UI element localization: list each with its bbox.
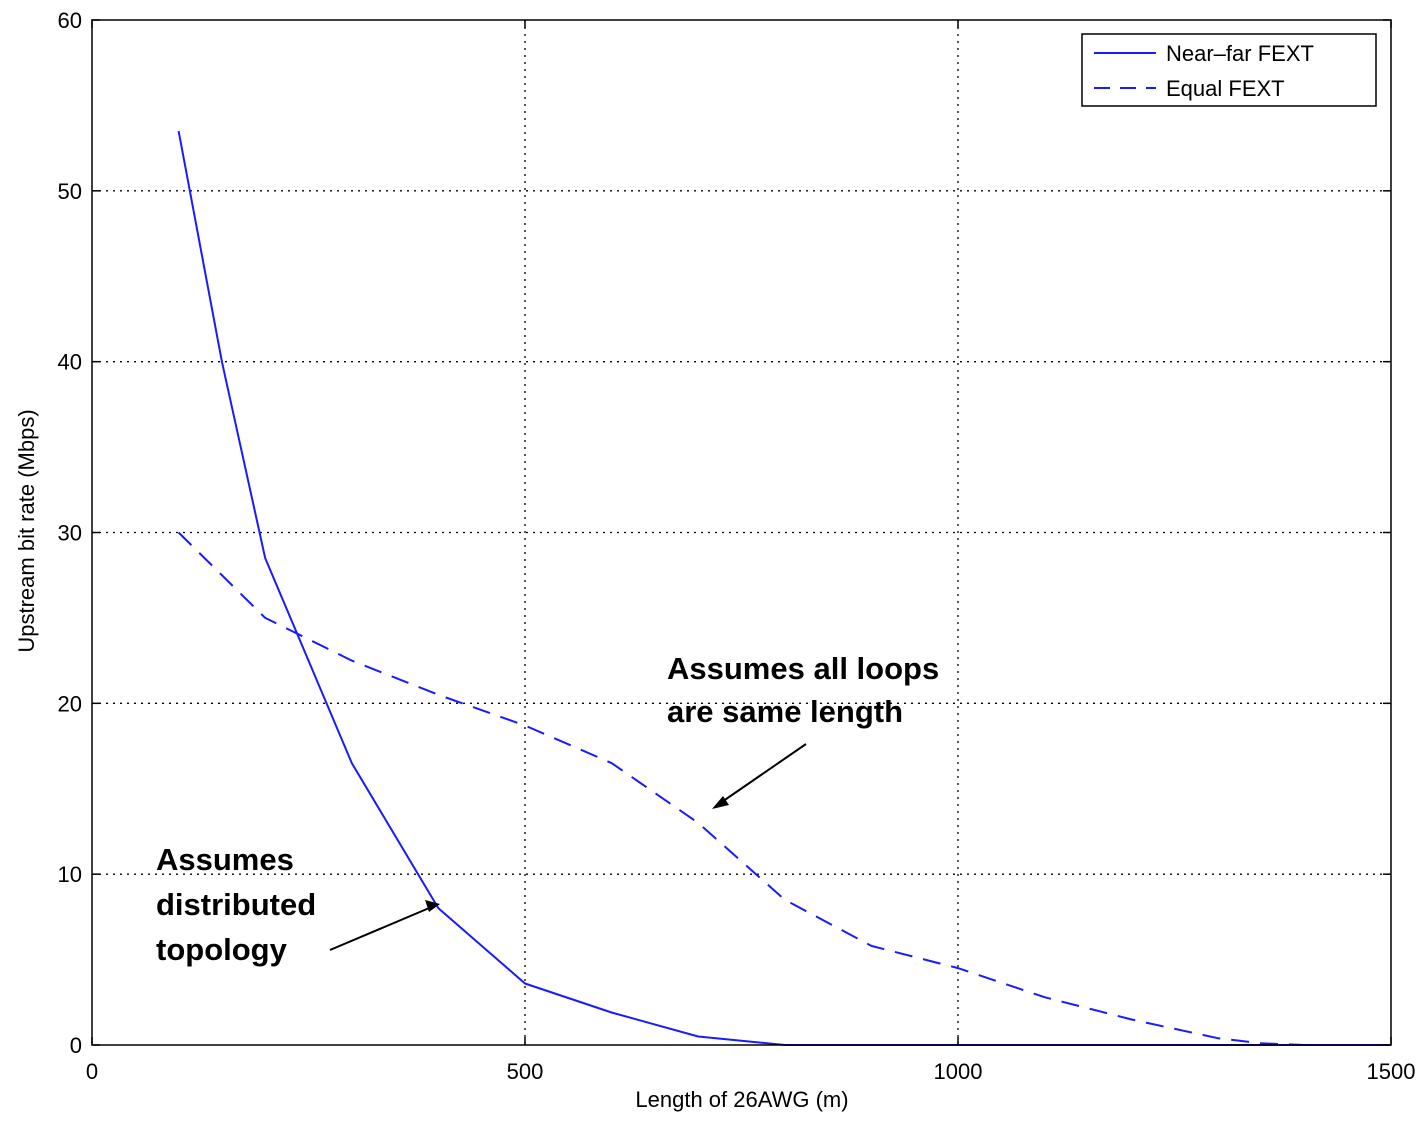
annotation-equal-length: Assumes all loops are same length xyxy=(667,651,939,809)
annotation-arrowhead xyxy=(712,796,729,809)
series-line-near-far-fext xyxy=(177,130,1391,1046)
annotation-line: are same length xyxy=(667,694,903,729)
legend-label-equal-fext: Equal FEXT xyxy=(1166,76,1285,101)
annotation-line: Assumes xyxy=(156,842,294,877)
y-tick-label: 60 xyxy=(58,8,82,33)
annotation-line: Assumes all loops xyxy=(667,651,939,686)
legend-box xyxy=(1081,33,1377,107)
annotation-arrow xyxy=(329,905,435,951)
y-tick-label: 0 xyxy=(70,1033,82,1058)
y-tick-label: 30 xyxy=(58,521,82,546)
annotation-arrowhead xyxy=(425,900,440,912)
annotation-line: distributed xyxy=(156,887,316,922)
axis-ticks xyxy=(91,19,1392,1046)
y-tick-label: 20 xyxy=(58,691,82,716)
annotation-arrow xyxy=(715,743,807,807)
legend-label-near-far-fext: Near–far FEXT xyxy=(1166,41,1314,66)
tick-labels: 0 500 1000 1500 0 10 20 30 40 50 60 xyxy=(58,8,1416,1084)
annotation-line: topology xyxy=(156,932,288,967)
x-tick-label: 500 xyxy=(507,1059,544,1084)
grid-lines xyxy=(92,20,1391,1045)
y-tick-label: 40 xyxy=(58,350,82,375)
y-axis-label: Upstream bit rate (Mbps) xyxy=(14,409,39,652)
data-series xyxy=(177,130,1391,1046)
x-tick-label: 1500 xyxy=(1367,1059,1416,1084)
y-tick-label: 10 xyxy=(58,862,82,887)
x-tick-label: 0 xyxy=(86,1059,98,1084)
x-axis-label: Length of 26AWG (m) xyxy=(635,1087,848,1112)
y-tick-label: 50 xyxy=(58,179,82,204)
x-tick-label: 1000 xyxy=(934,1059,983,1084)
series-line-equal-fext xyxy=(177,531,1391,1046)
legend: Near–far FEXT Equal FEXT xyxy=(1081,33,1377,107)
annotation-distributed: Assumes distributed topology xyxy=(156,842,440,967)
